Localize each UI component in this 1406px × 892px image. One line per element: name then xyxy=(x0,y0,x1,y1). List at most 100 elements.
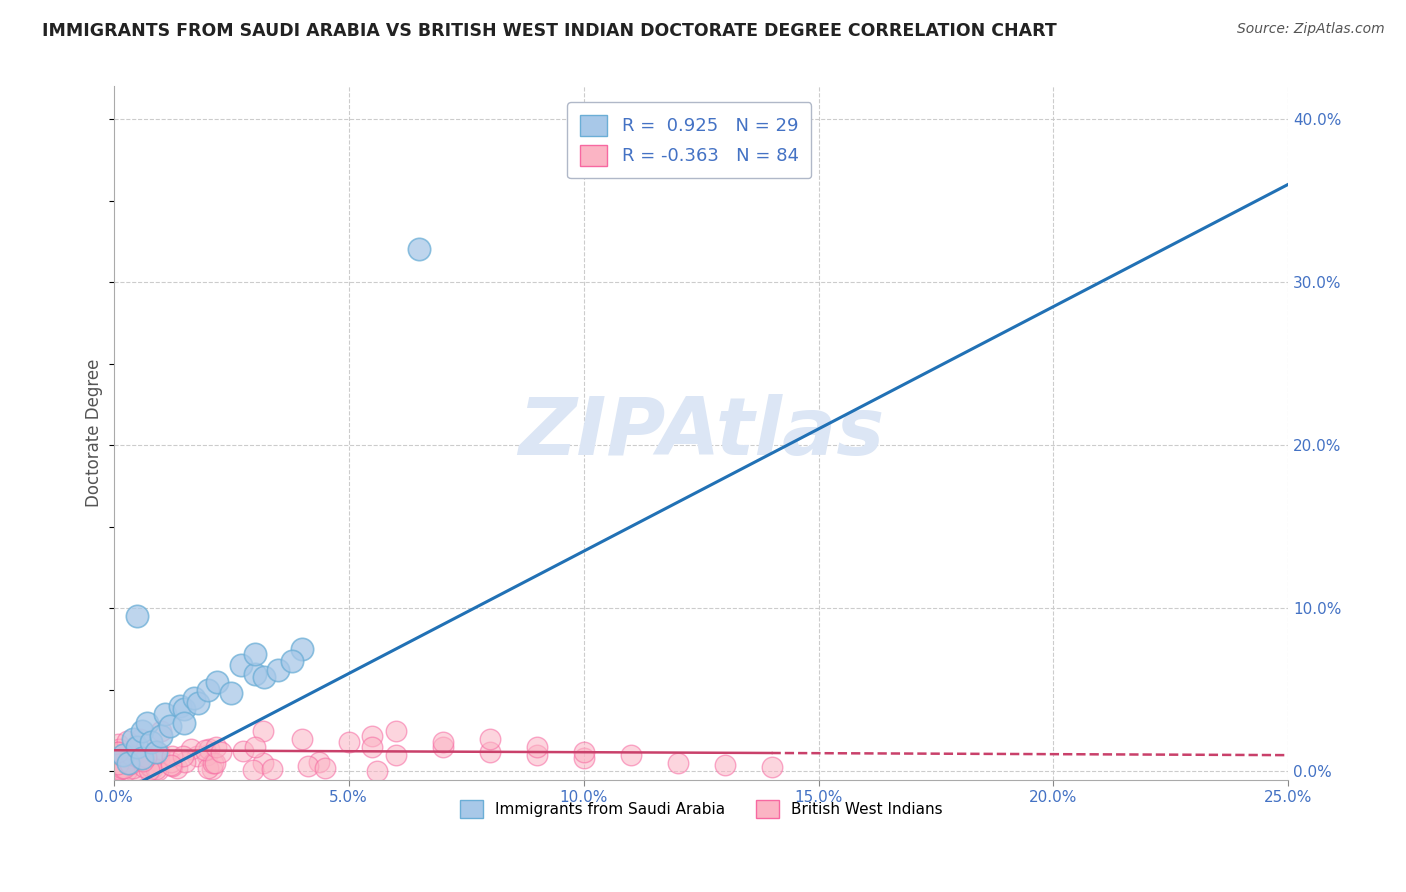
Point xyxy=(107,759,129,773)
Point xyxy=(173,702,195,716)
Point xyxy=(180,741,202,756)
Point xyxy=(108,763,131,777)
Point xyxy=(141,762,163,776)
Point xyxy=(145,762,167,776)
Point xyxy=(526,739,548,754)
Point xyxy=(337,735,360,749)
Point xyxy=(194,743,217,757)
Point xyxy=(118,751,141,765)
Point xyxy=(186,749,208,764)
Point xyxy=(197,761,219,775)
Point xyxy=(107,737,129,751)
Point xyxy=(201,762,224,776)
Point xyxy=(187,696,209,710)
Point xyxy=(169,699,191,714)
Point xyxy=(129,731,152,746)
Point xyxy=(229,658,252,673)
Text: IMMIGRANTS FROM SAUDI ARABIA VS BRITISH WEST INDIAN DOCTORATE DEGREE CORRELATION: IMMIGRANTS FROM SAUDI ARABIA VS BRITISH … xyxy=(42,22,1057,40)
Point xyxy=(314,761,336,775)
Text: Source: ZipAtlas.com: Source: ZipAtlas.com xyxy=(1237,22,1385,37)
Point xyxy=(281,654,304,668)
Point xyxy=(619,748,641,763)
Point xyxy=(117,749,139,764)
Point xyxy=(155,707,177,722)
Point xyxy=(139,758,162,772)
Point xyxy=(146,763,169,777)
Point xyxy=(112,761,135,775)
Point xyxy=(135,750,157,764)
Point xyxy=(132,760,155,774)
Point xyxy=(366,764,388,778)
Point xyxy=(297,759,319,773)
Point xyxy=(183,691,205,706)
Point xyxy=(107,745,129,759)
Point xyxy=(141,760,163,774)
Point xyxy=(107,747,129,761)
Point xyxy=(141,735,163,749)
Point xyxy=(173,755,195,769)
Point xyxy=(160,749,183,764)
Point xyxy=(115,754,138,768)
Point xyxy=(172,748,194,763)
Point xyxy=(160,758,183,772)
Point xyxy=(253,670,276,684)
Point xyxy=(526,748,548,763)
Point xyxy=(384,748,406,763)
Point xyxy=(166,761,188,775)
Point xyxy=(131,751,153,765)
Point xyxy=(384,723,406,738)
Point xyxy=(361,729,384,743)
Point xyxy=(107,757,129,772)
Point xyxy=(112,748,135,763)
Point xyxy=(232,744,254,758)
Point xyxy=(145,747,167,762)
Point xyxy=(761,759,783,773)
Point xyxy=(478,745,501,759)
Point xyxy=(135,715,157,730)
Point xyxy=(148,752,170,766)
Point xyxy=(201,756,224,771)
Point xyxy=(713,758,735,772)
Point xyxy=(209,745,232,759)
Point xyxy=(408,243,430,257)
Point xyxy=(291,642,314,657)
Point xyxy=(252,756,274,771)
Point xyxy=(149,729,172,743)
Point xyxy=(108,742,131,756)
Point xyxy=(478,731,501,746)
Point xyxy=(122,761,145,775)
Point xyxy=(120,757,142,772)
Point xyxy=(127,739,149,754)
Point xyxy=(361,739,384,754)
Point xyxy=(131,754,153,768)
Point xyxy=(205,674,228,689)
Point xyxy=(111,761,134,775)
Point xyxy=(160,756,183,770)
Point xyxy=(432,739,454,754)
Point xyxy=(120,747,142,762)
Point xyxy=(252,723,274,738)
Point xyxy=(108,762,131,776)
Point xyxy=(291,731,314,746)
Point xyxy=(242,763,264,777)
Point xyxy=(243,739,266,754)
Point xyxy=(107,760,129,774)
Point xyxy=(115,734,138,748)
Point xyxy=(145,745,167,759)
Point xyxy=(121,731,143,746)
Point xyxy=(107,745,129,759)
Point xyxy=(260,762,283,776)
Point xyxy=(132,754,155,768)
Point xyxy=(308,755,330,769)
Point xyxy=(131,723,153,738)
Point xyxy=(122,764,145,779)
Point xyxy=(204,756,226,770)
Point xyxy=(243,647,266,661)
Text: ZIPAtlas: ZIPAtlas xyxy=(517,394,884,472)
Point xyxy=(267,663,290,677)
Point xyxy=(195,747,218,762)
Point xyxy=(219,686,242,700)
Point xyxy=(572,751,595,765)
Legend: Immigrants from Saudi Arabia, British West Indians: Immigrants from Saudi Arabia, British We… xyxy=(454,794,949,824)
Point xyxy=(129,752,152,766)
